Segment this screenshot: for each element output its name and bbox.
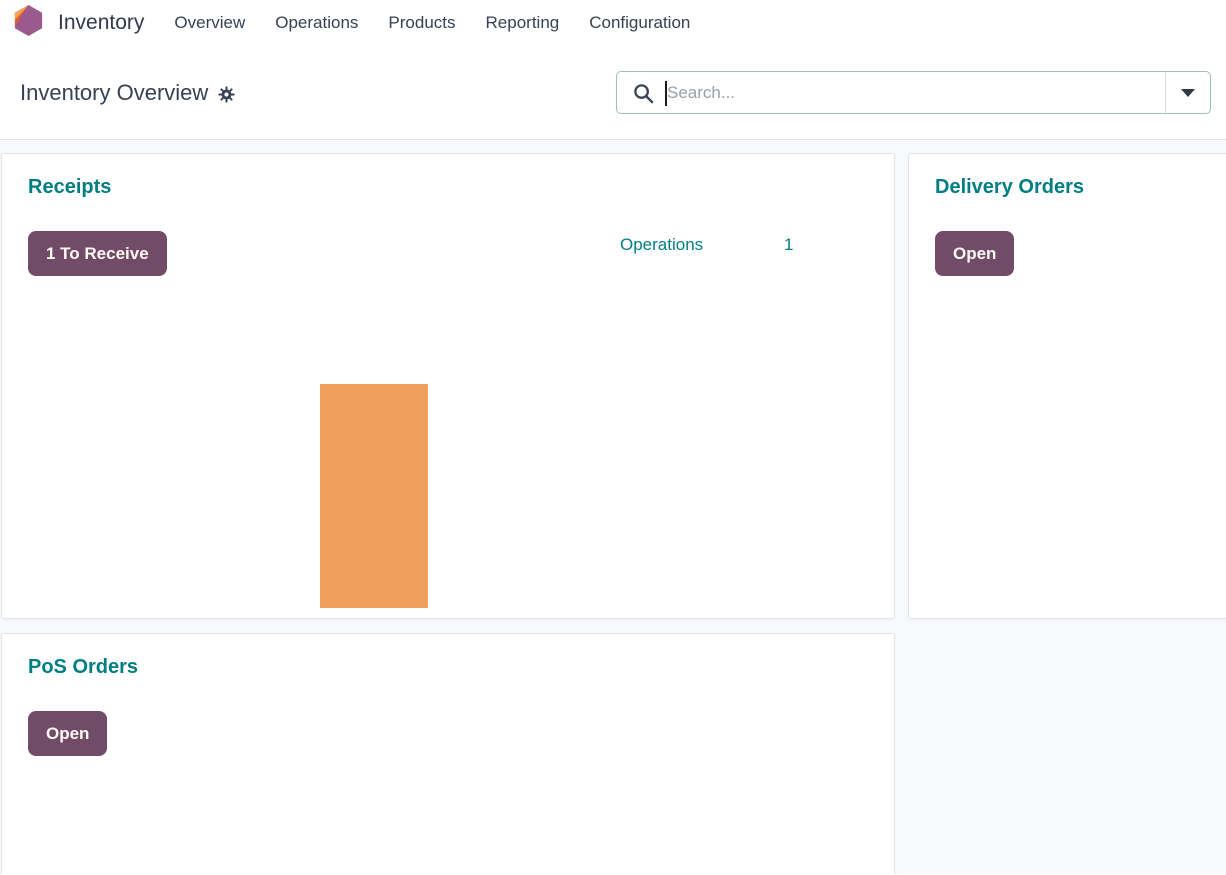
pos-orders-card: PoS Orders Open [1, 633, 895, 874]
dashboard: Receipts 1 To Receive Operations 1 Deliv… [0, 140, 1226, 874]
pos-open-button[interactable]: Open [28, 711, 108, 756]
delivery-open-button[interactable]: Open [935, 231, 1015, 276]
delivery-orders-card-title[interactable]: Delivery Orders [935, 176, 1084, 198]
main-menu: Overview Operations Products Reporting C… [174, 13, 690, 33]
search-input[interactable] [617, 72, 1210, 113]
operations-stat-value[interactable]: 1 [784, 235, 794, 254]
menu-item-operations[interactable]: Operations [275, 13, 359, 32]
menu-item-products[interactable]: Products [388, 13, 456, 32]
app-name[interactable]: Inventory [58, 11, 145, 34]
operations-stat-label[interactable]: Operations [620, 235, 704, 254]
menu-item-reporting[interactable]: Reporting [485, 13, 560, 32]
to-receive-button[interactable]: 1 To Receive [28, 231, 167, 276]
receipts-graph-bar[interactable] [320, 384, 428, 608]
pos-orders-card-title[interactable]: PoS Orders [28, 656, 139, 678]
operations-stat-row[interactable]: Operations 1 [620, 235, 830, 255]
menu-item-overview[interactable]: Overview [174, 13, 246, 32]
receipts-card: Receipts 1 To Receive Operations 1 [1, 153, 895, 619]
gear-icon[interactable] [218, 85, 235, 103]
control-panel: Inventory Overview [0, 46, 1226, 140]
inventory-app-icon [12, 3, 45, 43]
search-box [616, 71, 1211, 114]
page-title: Inventory Overview [20, 79, 209, 105]
app-switcher[interactable]: Inventory [12, 3, 144, 43]
caret-down-icon [1181, 88, 1195, 97]
delivery-orders-card: Delivery Orders Open [908, 153, 1226, 619]
search-dropdown-toggle[interactable] [1165, 72, 1210, 113]
menu-item-configuration[interactable]: Configuration [589, 13, 691, 32]
receipts-card-title[interactable]: Receipts [28, 176, 112, 198]
top-navbar: Inventory Overview Operations Products R… [0, 0, 1226, 46]
